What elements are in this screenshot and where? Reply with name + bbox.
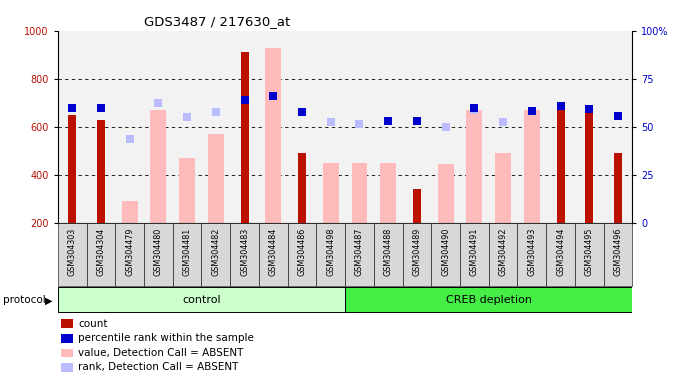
Bar [438, 164, 454, 223]
Bar [288, 223, 316, 286]
Text: GSM304481: GSM304481 [183, 228, 192, 276]
Text: GSM304498: GSM304498 [326, 228, 335, 276]
Bar [58, 287, 345, 312]
Point [210, 109, 221, 116]
Text: GDS3487 / 217630_at: GDS3487 / 217630_at [144, 15, 290, 28]
Text: GSM304482: GSM304482 [211, 228, 220, 276]
Text: GSM304494: GSM304494 [556, 228, 565, 276]
Bar [298, 153, 306, 223]
Bar [265, 48, 281, 223]
Text: GSM304493: GSM304493 [528, 228, 537, 276]
Bar [556, 110, 564, 223]
Bar [241, 52, 249, 223]
Point [440, 124, 451, 130]
Bar [180, 158, 195, 223]
Text: GSM304483: GSM304483 [240, 228, 249, 276]
Bar [345, 223, 374, 286]
Bar [97, 119, 105, 223]
Bar [380, 163, 396, 223]
Point [325, 119, 336, 125]
Point [383, 118, 394, 124]
Bar [208, 134, 224, 223]
Bar [585, 110, 594, 223]
Text: GSM304496: GSM304496 [613, 228, 622, 276]
Bar [230, 223, 259, 286]
Point [555, 103, 566, 109]
Text: GSM304487: GSM304487 [355, 228, 364, 276]
Text: count: count [78, 319, 107, 329]
Bar [58, 223, 86, 286]
Bar [495, 153, 511, 223]
Text: GSM304488: GSM304488 [384, 228, 392, 276]
Bar [201, 223, 231, 286]
Text: GSM304492: GSM304492 [498, 228, 507, 276]
Text: GSM304479: GSM304479 [125, 228, 134, 276]
Bar [316, 223, 345, 286]
Text: GSM304491: GSM304491 [470, 228, 479, 276]
Point [182, 114, 192, 120]
Text: CREB depletion: CREB depletion [446, 295, 532, 305]
Point [67, 104, 78, 111]
Point [613, 113, 624, 119]
Text: percentile rank within the sample: percentile rank within the sample [78, 333, 254, 343]
Point [95, 104, 106, 111]
Bar [489, 223, 517, 286]
Text: GSM304303: GSM304303 [68, 228, 77, 276]
Bar [352, 163, 367, 223]
Text: GSM304490: GSM304490 [441, 228, 450, 276]
Text: ▶: ▶ [45, 295, 52, 305]
Text: protocol: protocol [3, 295, 46, 305]
Text: GSM304304: GSM304304 [97, 228, 105, 276]
Bar [86, 223, 116, 286]
Bar [460, 223, 489, 286]
Text: control: control [182, 295, 221, 305]
Bar [116, 223, 144, 286]
Bar [413, 189, 421, 223]
Point [153, 100, 164, 106]
Point [124, 136, 135, 142]
Bar [150, 110, 166, 223]
Bar [575, 223, 604, 286]
Bar [68, 115, 76, 223]
Point [469, 107, 480, 113]
Bar [466, 110, 482, 223]
Text: rank, Detection Call = ABSENT: rank, Detection Call = ABSENT [78, 362, 239, 372]
Point [526, 108, 537, 114]
Text: GSM304480: GSM304480 [154, 228, 163, 276]
Bar [524, 110, 540, 223]
Text: GSM304495: GSM304495 [585, 228, 594, 276]
Bar [431, 223, 460, 286]
Point [268, 93, 279, 99]
Point [268, 93, 279, 99]
Point [498, 119, 509, 125]
Point [584, 106, 595, 112]
Text: GSM304486: GSM304486 [298, 228, 307, 276]
Bar [122, 201, 137, 223]
Point [354, 121, 365, 127]
Bar [144, 223, 173, 286]
Bar [323, 163, 339, 223]
Bar [546, 223, 575, 286]
Bar [517, 223, 546, 286]
Text: GSM304484: GSM304484 [269, 228, 277, 276]
Bar [374, 223, 403, 286]
Point [411, 118, 422, 124]
Bar [614, 153, 622, 223]
Point [239, 97, 250, 103]
Point [296, 109, 307, 116]
Point [469, 104, 480, 111]
Text: GSM304489: GSM304489 [413, 228, 422, 276]
Bar [604, 223, 632, 286]
Bar [345, 287, 632, 312]
Bar [259, 223, 288, 286]
Bar [403, 223, 431, 286]
Bar [173, 223, 201, 286]
Text: value, Detection Call = ABSENT: value, Detection Call = ABSENT [78, 348, 243, 358]
